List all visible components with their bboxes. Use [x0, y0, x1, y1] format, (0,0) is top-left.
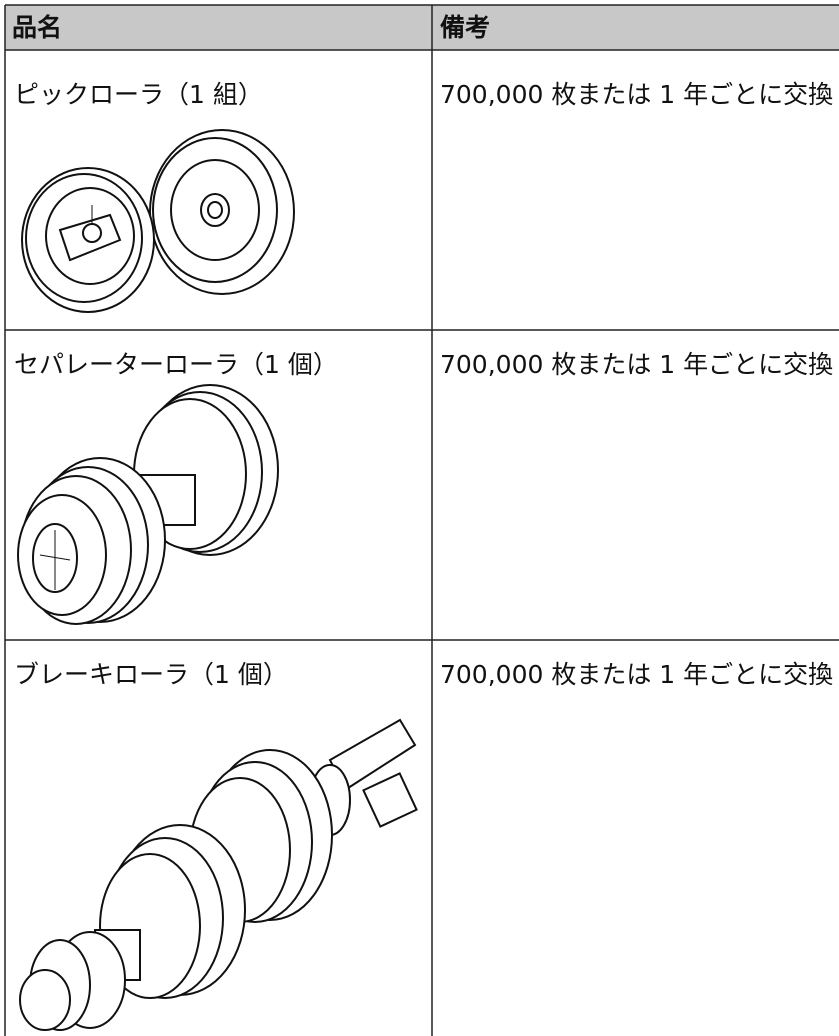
part-name: セパレーターローラ（1 個） — [14, 350, 338, 379]
part-note: 700,000 枚または 1 年ごとに交換 — [440, 350, 833, 379]
header-cell: 備考 — [440, 13, 490, 42]
separator-roller-image — [17, 384, 279, 625]
pick-roller-image — [21, 129, 295, 313]
part-note: 700,000 枚または 1 年ごとに交換 — [440, 80, 833, 109]
header-cell: 品名 — [12, 13, 62, 42]
table-borders — [4, 4, 839, 1036]
brake-roller-image — [19, 718, 418, 1031]
part-name: ピックローラ（1 組） — [14, 80, 263, 109]
part-note: 700,000 枚または 1 年ごとに交換 — [440, 660, 833, 689]
part-name: ブレーキローラ（1 個） — [14, 660, 288, 689]
header-background — [5, 5, 839, 50]
